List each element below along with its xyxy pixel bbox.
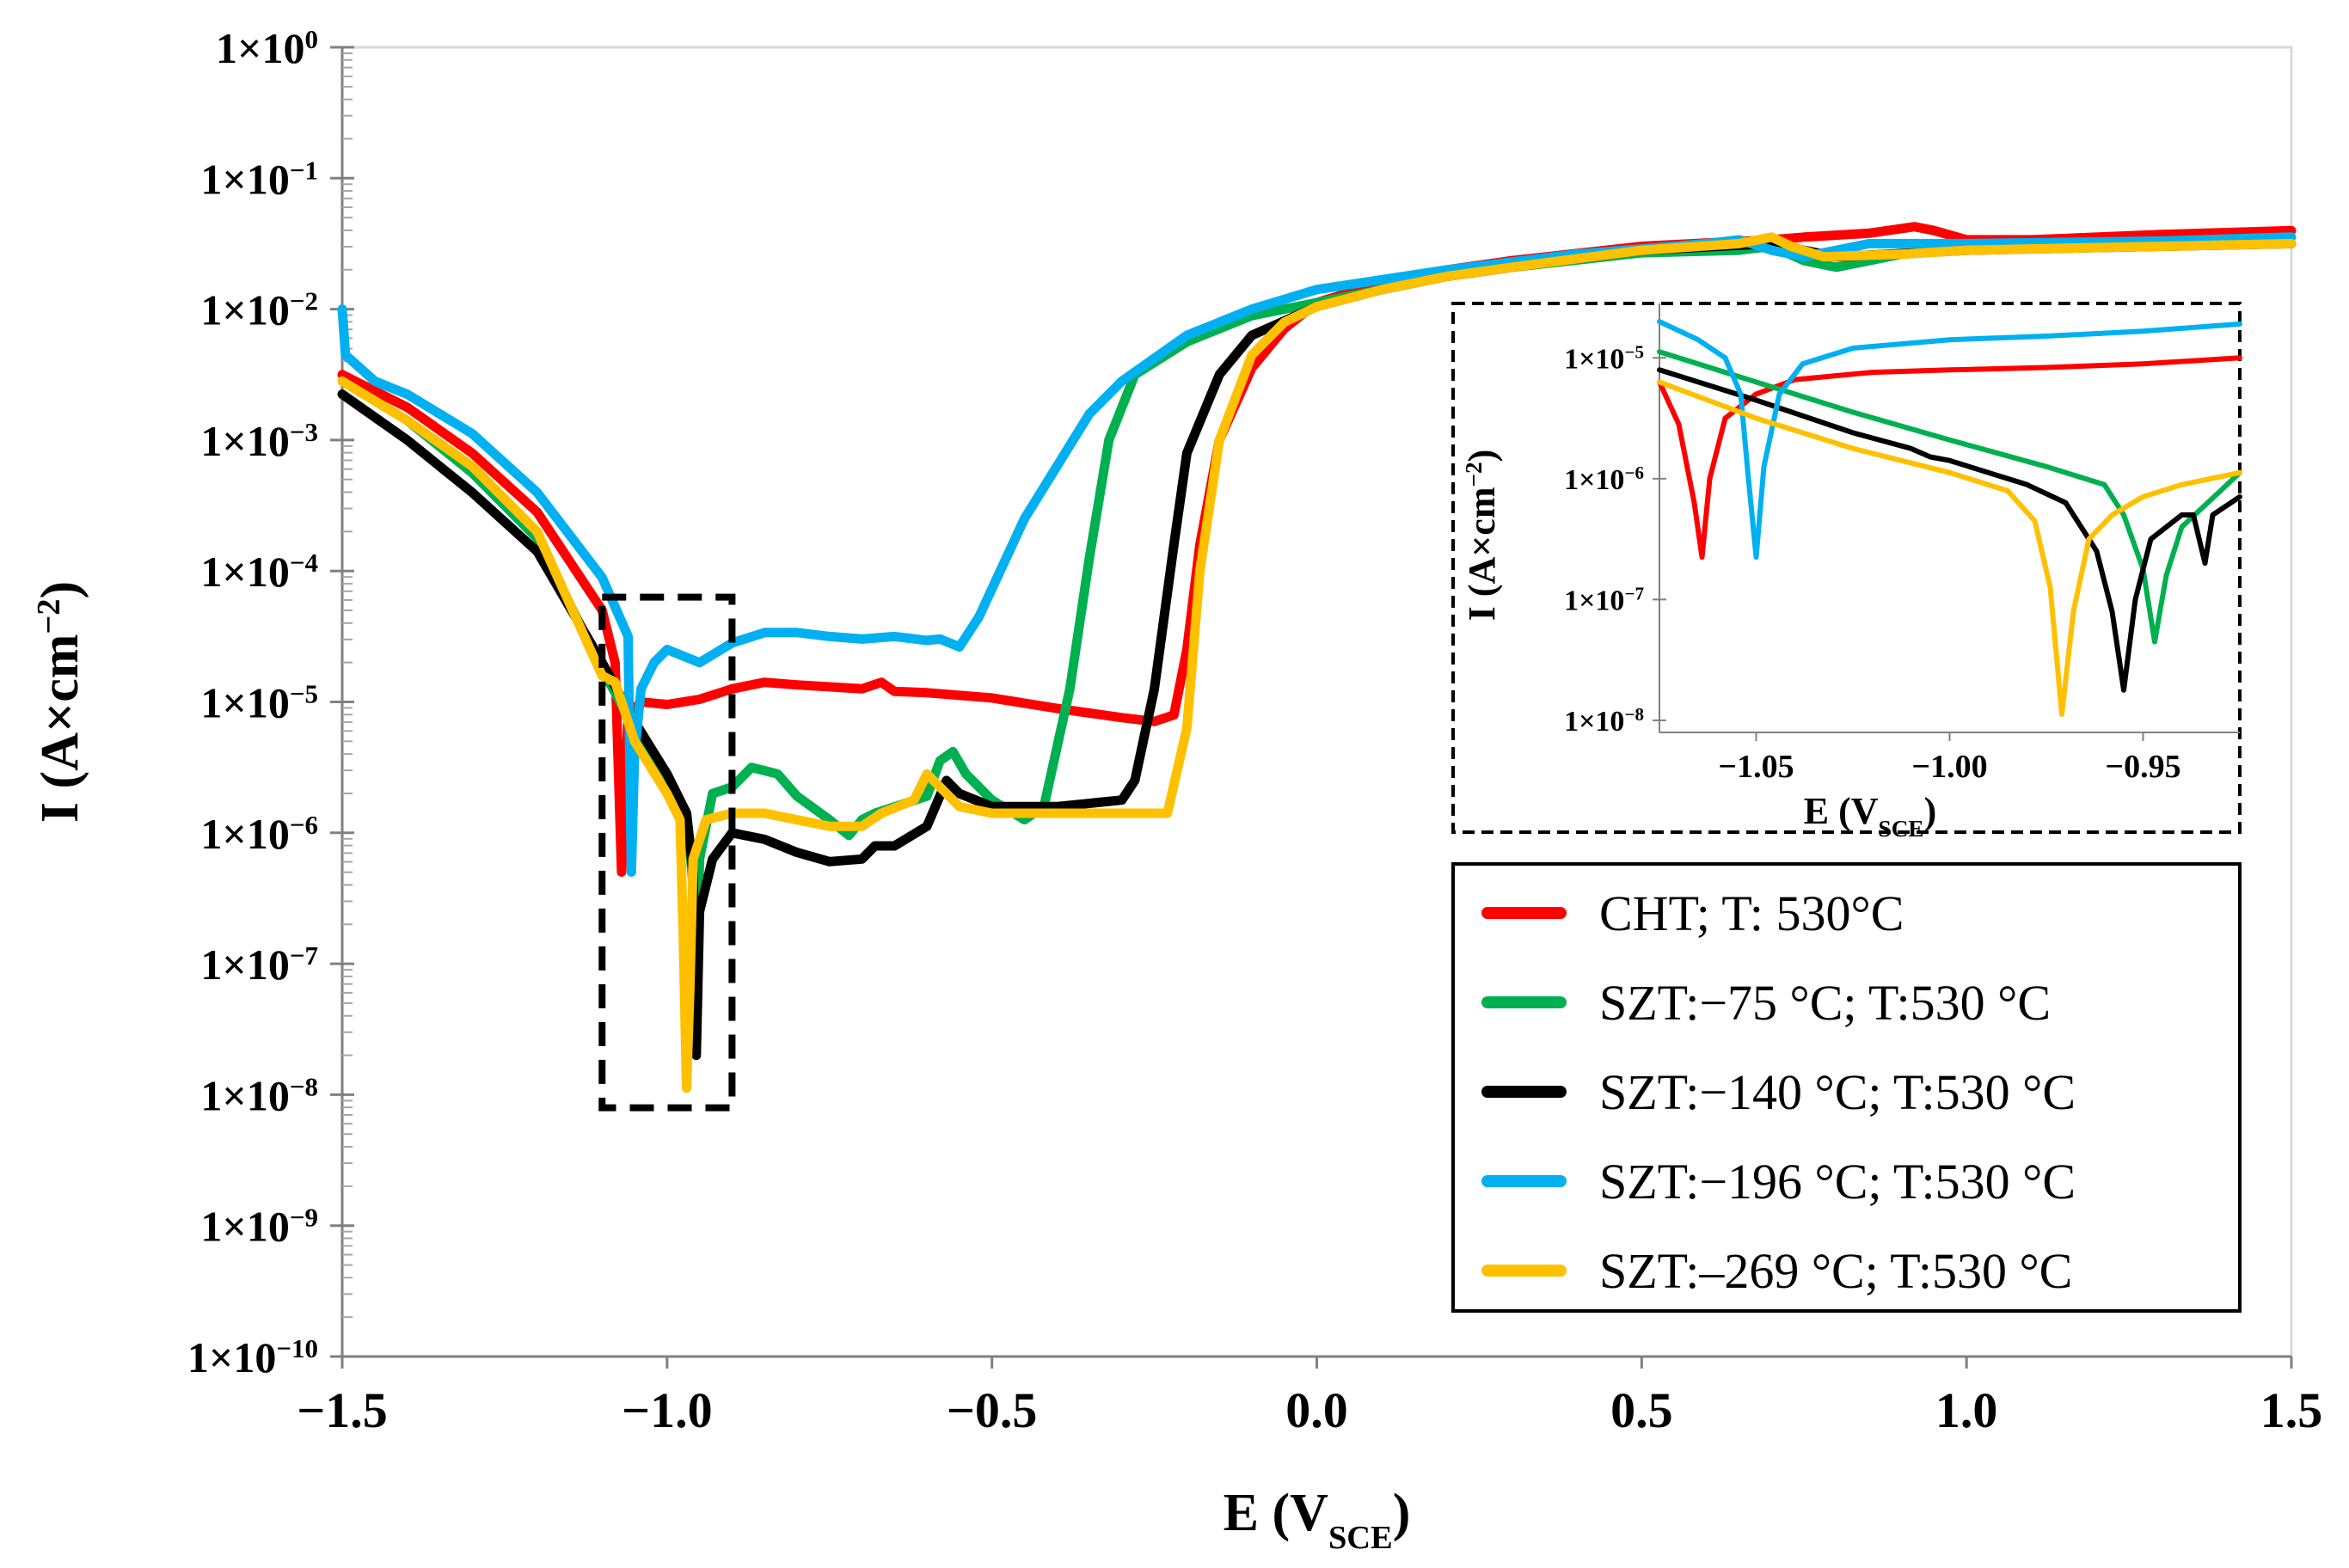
x-axis-title-part: ) [1393, 1484, 1411, 1542]
inset-x-axis-title-part: SCE [1879, 816, 1924, 842]
y-tick-label-part: −2 [290, 285, 318, 315]
legend-label-2: SZT:−75 °C; T:530 °C [1599, 975, 2051, 1031]
inset-series-line-2 [1657, 349, 2242, 645]
legend-label-5: SZT:–269 °C; T:530 °C [1599, 1243, 2072, 1299]
y-tick-label-part: −1 [290, 155, 318, 185]
y-tick-label-part: 1×10 [200, 810, 290, 858]
y-tick-label-part: 1×10 [200, 940, 290, 989]
inset-series-line-3 [1657, 367, 2242, 693]
inset-x-axis-title: E (VSCE) [1804, 790, 1936, 842]
y-tick-label-part: −8 [290, 1071, 318, 1101]
inset-y-tick-label-part: 1×10 [1564, 585, 1624, 616]
y-tick-label: 1×10−9 [200, 1202, 318, 1251]
inset-y-axis-title-part: I (A×cm [1461, 487, 1503, 622]
y-tick-label-part: 1×10 [216, 24, 305, 72]
y-tick-label: 1×10−5 [200, 678, 318, 727]
y-tick-label: 1×10−1 [200, 155, 318, 204]
legend: CHT; T: 530°C SZT:−75 °C; T:530 °C SZT:−14… [1451, 862, 2242, 1313]
inset-y-axis-title-part: −2 [1461, 462, 1487, 487]
x-tick-label: 1.0 [1935, 1382, 1998, 1438]
inset-y-tick-label-part: 1×10 [1564, 343, 1624, 375]
y-tick-label-part: −9 [290, 1202, 318, 1232]
inset-y-axis-title-part: ) [1461, 450, 1503, 462]
inset-x-axis-title-part: E (V [1804, 790, 1879, 832]
x-tick-label: 1.5 [2260, 1382, 2323, 1438]
y-tick-label-part: 1×10 [200, 417, 290, 465]
y-tick-label-part: 1×10 [200, 286, 290, 334]
y-tick-label: 1×10−8 [200, 1071, 318, 1120]
y-tick-label: 1×10−7 [200, 940, 318, 989]
x-tick-label: −0.5 [947, 1382, 1038, 1438]
inset-series-line-4 [1657, 319, 2242, 560]
inset-x-tick-label-part: −1.05 [1718, 749, 1794, 785]
x-tick-label-part: −1.0 [622, 1382, 713, 1438]
y-axis-title-part: −2 [31, 599, 67, 634]
inset-y-tick-label: 1×10−6 [1564, 462, 1644, 496]
y-tick-label-part: 1×10 [200, 548, 290, 596]
y-tick-label-part: 1×10 [200, 155, 290, 203]
inset-y-tick-label: 1×10−5 [1564, 341, 1644, 375]
main-plot: 1×1001×10−11×10−21×10−31×10−41×10−51×10−… [31, 24, 2322, 1557]
inset-y-tick-label-part: −8 [1624, 704, 1644, 725]
y-tick-label-part: −10 [276, 1333, 318, 1363]
y-tick-label-part: −7 [290, 940, 318, 971]
inset-plot: 1×10−51×10−61×10−71×10−8−1.05 −1.00 −0.95E… [1451, 302, 2242, 842]
y-tick-label: 1×10−2 [200, 285, 318, 334]
y-tick-label-part: 0 [305, 24, 319, 54]
inset-y-tick-label-part: −6 [1624, 462, 1644, 483]
x-tick-label: 0.5 [1610, 1382, 1673, 1438]
y-tick-label: 1×10−10 [187, 1333, 318, 1382]
zoom-box [598, 593, 736, 1112]
inset-y-tick-label: 1×10−8 [1564, 704, 1644, 738]
x-tick-label-part: −0.5 [947, 1382, 1038, 1438]
inset-y-tick-label-part: −5 [1624, 341, 1644, 362]
legend-label-4: SZT:−196 °C; T:530 °C [1599, 1154, 2076, 1210]
y-tick-label-part: 1×10 [187, 1333, 277, 1381]
inset-y-tick-label-part: 1×10 [1564, 464, 1624, 496]
inset-x-tick-label: −1.05 [1718, 749, 1794, 785]
inset-series-line-5 [1657, 379, 2242, 717]
inset-series-line-1 [1657, 355, 2242, 560]
inset-y-tick-label-part: 1×10 [1564, 706, 1624, 738]
x-tick-label-part: −1.5 [297, 1382, 388, 1438]
x-tick-label-part: 0.0 [1285, 1382, 1348, 1438]
x-axis-title: E (VSCE) [1224, 1484, 1411, 1556]
x-tick-label: 0.0 [1285, 1382, 1348, 1438]
y-tick-label-part: −3 [290, 416, 318, 446]
inset-x-tick-label: −0.95 [2105, 749, 2180, 785]
inset-y-tick-label-part: −7 [1624, 583, 1644, 603]
inset-frame [1451, 302, 2242, 834]
inset-x-tick-label-part: −0.95 [2105, 749, 2180, 785]
inset-x-tick-label: −1.00 [1911, 749, 1987, 785]
legend-label-3: SZT:−140 °C; T:530 °C [1599, 1064, 2076, 1120]
inset-y-axis-title: I (A×cm−2) [1461, 450, 1503, 622]
y-tick-label-part: 1×10 [200, 1071, 290, 1119]
inset-y-tick-label: 1×10−7 [1564, 583, 1644, 616]
y-tick-label: 1×10−3 [200, 416, 318, 465]
y-axis-title: I (A×cm−2) [31, 581, 89, 823]
x-tick-label-part: 1.5 [2260, 1382, 2323, 1438]
y-tick-label: 1×10−6 [200, 809, 318, 858]
y-axis-title-part: I (A×cm [31, 634, 89, 824]
inset-x-tick-label-part: −1.00 [1911, 749, 1987, 785]
y-tick-label-part: 1×10 [200, 1203, 290, 1251]
x-tick-label-part: 1.0 [1935, 1382, 1998, 1438]
x-axis-title-part: SCE [1328, 1520, 1393, 1556]
x-tick-label: −1.5 [297, 1382, 388, 1438]
legend-box [1451, 862, 2242, 1313]
x-axis-title-part: E (V [1224, 1484, 1329, 1542]
x-tick-label-part: 0.5 [1610, 1382, 1673, 1438]
y-tick-label: 1×100 [216, 24, 318, 73]
x-tick-label: −1.0 [622, 1382, 713, 1438]
legend-label-1: CHT; T: 530°C [1599, 885, 1904, 941]
y-tick-label: 1×10−4 [200, 548, 318, 597]
y-tick-label-part: −5 [290, 678, 318, 708]
y-tick-label-part: −6 [290, 809, 318, 839]
y-tick-label-part: −4 [290, 548, 318, 578]
y-axis-title-part: ) [31, 581, 89, 599]
y-tick-label-part: 1×10 [200, 679, 290, 727]
series-line-5 [337, 232, 2297, 1093]
inset-x-axis-title-part: ) [1924, 790, 1937, 832]
